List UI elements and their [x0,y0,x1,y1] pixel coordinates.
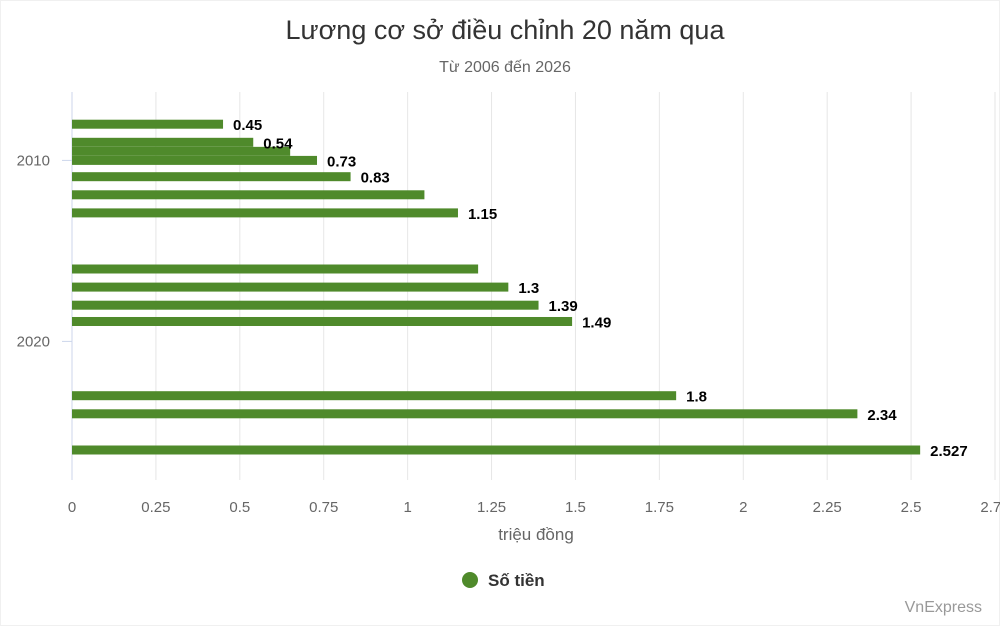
data-label: 1.39 [549,298,578,315]
chart-subtitle: Từ 2006 đến 2026 [439,59,571,76]
bar[interactable] [72,316,573,326]
bars [72,119,921,455]
x-tick-label: 1.5 [565,499,586,516]
bar[interactable] [72,391,677,401]
data-label: 2.527 [930,443,968,460]
bar[interactable] [72,146,291,156]
credit-text: VnExpress [905,599,982,616]
x-tick-label: 2.5 [901,499,922,516]
y-tick-label: 2020 [17,333,50,350]
data-label: 0.83 [361,170,390,187]
x-tick-label: 2.25 [813,499,842,516]
x-tick-label: 0.25 [141,499,170,516]
y-tick-label: 2010 [17,152,50,169]
data-label: 1.8 [686,389,707,406]
data-label: 1.15 [468,206,497,223]
x-tick-label: 2 [739,499,747,516]
bar[interactable] [72,208,458,218]
x-tick-label: 1.75 [645,499,674,516]
legend-label: Số tiền [488,571,545,590]
x-axis-title: triệu đồng [498,525,574,544]
bar[interactable] [72,264,479,274]
bar[interactable] [72,119,224,129]
bar[interactable] [72,172,351,182]
x-tick-label: 0.5 [229,499,250,516]
data-label: 0.54 [263,135,293,152]
bar[interactable] [72,409,858,419]
x-tick-label: 2.75 [980,499,1000,516]
data-label: 2.34 [867,407,897,424]
bar[interactable] [72,155,318,165]
x-axis-ticks: 0 0.25 0.5 0.75 1 1.25 1.5 1.75 2 2.25 2.5 2.75 [68,499,1000,516]
data-label: 1.3 [518,280,539,297]
bar[interactable] [72,190,425,200]
legend-symbol [462,572,478,588]
bar[interactable] [72,282,509,292]
y-axis-ticks: 2010 2020 [17,152,72,350]
x-tick-label: 0.75 [309,499,338,516]
legend-item[interactable]: Số tiền [462,571,545,590]
data-label: 0.73 [327,153,356,170]
data-labels: 0.450.54 0.73 0.83 1.15 1.3 1.391.49 1.8 2.34 2.… [233,117,968,460]
chart-title: Lương cơ sở điều chỉnh 20 năm qua [286,15,726,45]
bar[interactable] [72,300,539,310]
x-tick-label: 0 [68,499,76,516]
data-label: 1.49 [582,314,611,331]
bar[interactable] [72,445,921,455]
data-label: 0.45 [233,117,262,134]
x-tick-label: 1.25 [477,499,506,516]
bar[interactable] [72,137,254,147]
x-tick-label: 1 [403,499,411,516]
